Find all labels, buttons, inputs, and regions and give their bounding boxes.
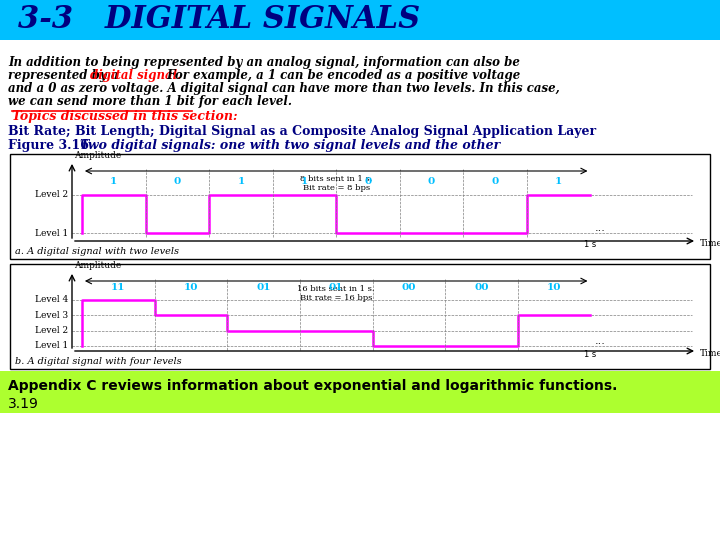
Text: 0: 0: [174, 178, 181, 186]
Text: represented by a: represented by a: [8, 69, 122, 82]
Text: 16 bits sent in 1 s.
Bit rate = 16 bps: 16 bits sent in 1 s. Bit rate = 16 bps: [297, 285, 375, 302]
Text: 0: 0: [364, 178, 372, 186]
Text: Level 1: Level 1: [35, 341, 68, 350]
Text: 10: 10: [546, 282, 562, 292]
Text: Level 1: Level 1: [35, 228, 68, 238]
Text: Level 3: Level 3: [35, 310, 68, 320]
Text: Figure 3.16: Figure 3.16: [8, 139, 98, 152]
Text: b. A digital signal with four levels: b. A digital signal with four levels: [15, 357, 181, 366]
Text: 3.19: 3.19: [8, 397, 39, 411]
Text: Bit Rate; Bit Length; Digital Signal as a Composite Analog Signal Application La: Bit Rate; Bit Length; Digital Signal as …: [8, 125, 596, 138]
Text: 00: 00: [402, 282, 416, 292]
Text: 00: 00: [474, 282, 489, 292]
Text: 1: 1: [301, 178, 308, 186]
Text: 1 s: 1 s: [584, 350, 597, 359]
Text: 0: 0: [492, 178, 499, 186]
Text: For example, a 1 can be encoded as a positive voltage: For example, a 1 can be encoded as a pos…: [163, 69, 521, 82]
Text: Level 2: Level 2: [35, 326, 68, 335]
Text: and a 0 as zero voltage. A digital signal can have more than two levels. In this: and a 0 as zero voltage. A digital signa…: [8, 82, 559, 95]
Text: a. A digital signal with two levels: a. A digital signal with two levels: [15, 247, 179, 256]
Text: Level 4: Level 4: [35, 295, 68, 304]
Text: Amplitude: Amplitude: [74, 261, 121, 270]
Text: 1: 1: [110, 178, 117, 186]
Text: 1 s: 1 s: [584, 240, 597, 249]
Text: digital signal.: digital signal.: [91, 69, 181, 82]
Text: 01: 01: [329, 282, 343, 292]
Text: Amplitude: Amplitude: [74, 151, 121, 160]
Text: 3-3   DIGITAL SIGNALS: 3-3 DIGITAL SIGNALS: [18, 4, 420, 36]
Text: Level 2: Level 2: [35, 190, 68, 199]
Text: we can send more than 1 bit for each level.: we can send more than 1 bit for each lev…: [8, 95, 292, 108]
Text: Time: Time: [700, 239, 720, 247]
Text: 01: 01: [256, 282, 271, 292]
Text: Two digital signals: one with two signal levels and the other: Two digital signals: one with two signal…: [79, 139, 500, 152]
FancyBboxPatch shape: [0, 0, 720, 40]
Text: Topics discussed in this section:: Topics discussed in this section:: [12, 110, 238, 123]
Text: 1: 1: [555, 178, 562, 186]
Text: ...: ...: [595, 223, 606, 233]
FancyBboxPatch shape: [0, 371, 720, 413]
Text: In addition to being represented by an analog signal, information can also be: In addition to being represented by an a…: [8, 56, 520, 69]
Text: Appendix C reviews information about exponential and logarithmic functions.: Appendix C reviews information about exp…: [8, 379, 617, 393]
Text: 8 bits sent in 1 s.
Bit rate = 8 bps: 8 bits sent in 1 s. Bit rate = 8 bps: [300, 175, 372, 192]
Text: 0: 0: [428, 178, 435, 186]
Text: 10: 10: [184, 282, 198, 292]
FancyBboxPatch shape: [10, 264, 710, 369]
Text: Time: Time: [700, 348, 720, 357]
Text: 11: 11: [111, 282, 125, 292]
FancyBboxPatch shape: [10, 154, 710, 259]
Text: 1: 1: [238, 178, 245, 186]
Text: ...: ...: [595, 336, 606, 346]
